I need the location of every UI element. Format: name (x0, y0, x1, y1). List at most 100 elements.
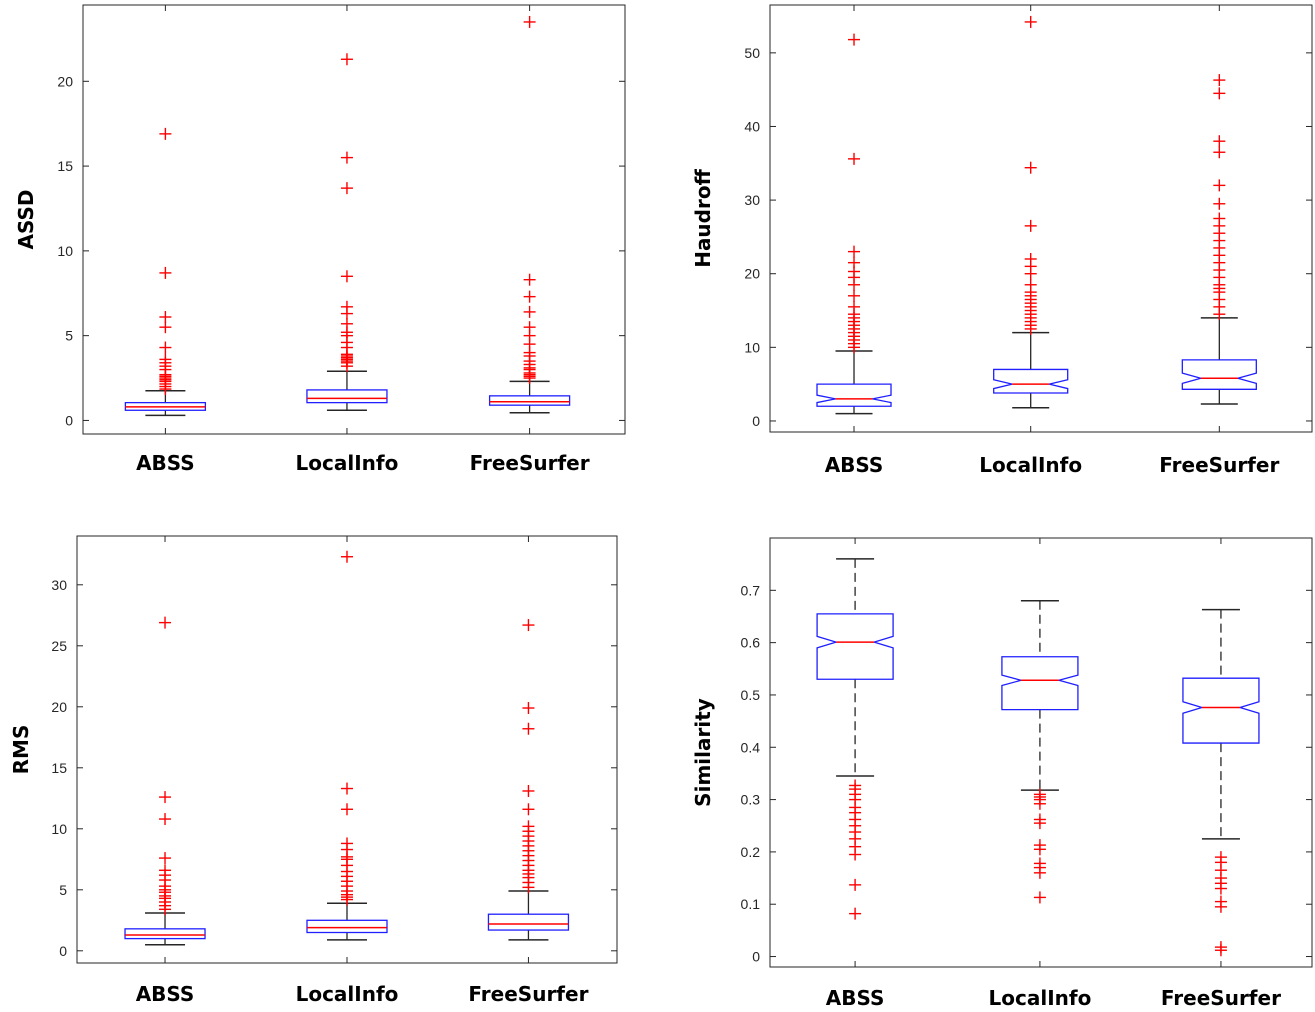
y-tick-label: 20 (57, 73, 73, 89)
outlier-marker (848, 245, 861, 258)
y-tick-label: 25 (51, 638, 67, 654)
outlier-marker (159, 321, 172, 334)
outlier-marker (1024, 15, 1037, 28)
y-tick-label: 0 (752, 949, 760, 965)
y-axis-label: Haudroff (691, 168, 715, 267)
outlier-marker (340, 53, 353, 66)
y-tick-label: 15 (57, 158, 73, 174)
outlier-marker (1033, 891, 1046, 904)
outlier-marker (1033, 866, 1046, 879)
chart-panel-3: 0 5 10 15 20 25 30 RMS ABSS LocalInfo FreeSurfer (9, 535, 618, 1006)
box-ABSS: ABSS (124, 5, 207, 475)
box-FreeSurfer: FreeSurfer (468, 536, 589, 1006)
y-tick-label: 0.4 (741, 739, 761, 755)
box-LocalInfo: LocalInfo (296, 5, 399, 475)
outlier-marker (1024, 161, 1037, 174)
y-axis-label: ASSD (14, 190, 38, 250)
outlier-marker (341, 782, 353, 795)
outlier-marker (1214, 944, 1227, 957)
y-tick-label: 0.2 (741, 844, 761, 860)
x-category-label: ABSS (825, 453, 884, 477)
y-tick-label: 0 (752, 413, 760, 429)
outlier-marker (1213, 135, 1226, 148)
outlier-marker (159, 266, 172, 279)
x-category-label: FreeSurfer (470, 451, 590, 475)
outlier-marker (1024, 252, 1037, 265)
outlier-marker (159, 341, 172, 354)
outlier-marker (522, 619, 535, 632)
outlier-marker (848, 256, 861, 269)
outlier-marker (848, 300, 861, 313)
outlier-marker (159, 127, 172, 140)
chart-panel-4: 0 0.1 0.2 0.3 0.4 0.5 0.6 0.7 Similarity ABSS Loca… (691, 537, 1313, 1010)
box-body (993, 368, 1069, 394)
y-tick-label: 30 (744, 192, 760, 208)
chart-panel-1: 0 5 10 15 20 ASSD ABSS LocalInfo FreeSurfer (14, 4, 626, 475)
box-body (488, 395, 571, 406)
box-body (124, 928, 206, 940)
x-category-label: LocalInfo (979, 453, 1082, 477)
outlier-marker (522, 820, 535, 833)
y-tick-label: 0.6 (741, 635, 761, 651)
chart-panel-2: 0 10 20 30 40 50 Haudroff ABSS LocalInfo FreeSurf… (691, 4, 1313, 477)
outlier-marker (340, 182, 353, 195)
y-tick-label: 50 (744, 45, 760, 61)
outlier-marker (849, 878, 862, 891)
outlier-marker (523, 15, 536, 28)
outlier-marker (523, 305, 536, 318)
outlier-marker (1033, 797, 1046, 810)
outlier-marker (340, 151, 353, 164)
y-tick-label: 0.3 (741, 792, 761, 808)
y-tick-label: 0 (59, 943, 67, 959)
outlier-marker (340, 270, 353, 283)
y-tick-label: 10 (744, 339, 760, 355)
outlier-marker (159, 864, 172, 877)
outlier-marker (159, 852, 172, 865)
box-LocalInfo: LocalInfo (296, 536, 398, 1006)
y-tick-label: 0.1 (741, 896, 761, 912)
box-body (1001, 656, 1079, 711)
y-axis-label: Similarity (691, 698, 715, 807)
outlier-marker (159, 353, 172, 366)
box-FreeSurfer: FreeSurfer (1161, 538, 1281, 1010)
outlier-marker (1024, 219, 1037, 232)
box-LocalInfo: LocalInfo (979, 5, 1082, 477)
outlier-marker (341, 803, 353, 816)
outlier-marker (1213, 179, 1226, 192)
outlier-marker (340, 317, 353, 330)
outlier-marker (1214, 882, 1227, 895)
outlier-marker (848, 152, 861, 165)
x-category-label: ABSS (136, 451, 195, 475)
outlier-marker (341, 837, 353, 850)
box-ABSS: ABSS (124, 536, 206, 1006)
outlier-marker (1033, 843, 1046, 856)
outlier-marker (1033, 817, 1046, 830)
box-FreeSurfer: FreeSurfer (1159, 5, 1279, 477)
x-category-label: ABSS (826, 986, 885, 1010)
box-ABSS: ABSS (816, 5, 892, 477)
outlier-marker (523, 273, 536, 286)
outlier-marker (1214, 900, 1227, 913)
outlier-marker (1213, 197, 1226, 210)
outlier-marker (1213, 74, 1226, 87)
outlier-marker (340, 300, 353, 313)
x-category-label: LocalInfo (296, 451, 399, 475)
x-category-label: FreeSurfer (468, 982, 588, 1006)
outlier-marker (159, 791, 172, 804)
outlier-marker (159, 813, 172, 826)
x-category-label: LocalInfo (989, 986, 1092, 1010)
y-tick-label: 10 (57, 243, 73, 259)
outlier-marker (848, 33, 861, 46)
x-category-label: FreeSurfer (1159, 453, 1279, 477)
outlier-marker (1213, 87, 1226, 100)
box-body (487, 913, 570, 931)
box-ABSS: ABSS (816, 538, 894, 1010)
outlier-marker (522, 722, 535, 735)
y-tick-label: 0.5 (741, 687, 761, 703)
outlier-marker (522, 702, 535, 715)
x-category-label: ABSS (136, 982, 195, 1006)
box-body (1181, 359, 1257, 390)
outlier-marker (522, 784, 535, 797)
y-tick-label: 0.7 (741, 582, 761, 598)
